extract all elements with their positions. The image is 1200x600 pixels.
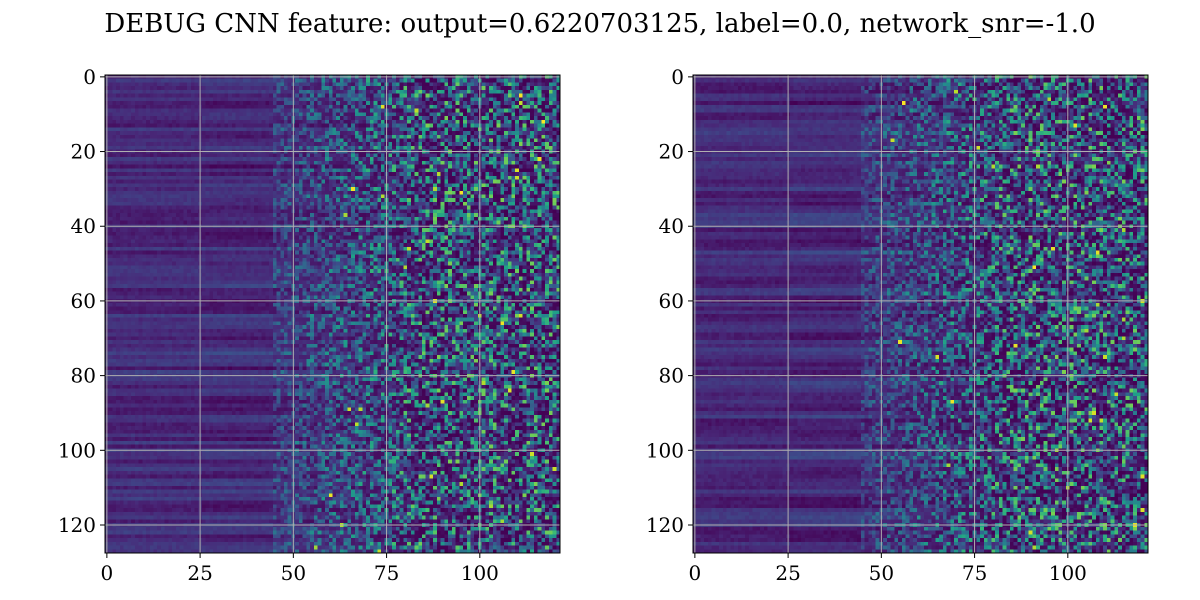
x-tick-label: 75: [962, 561, 987, 585]
y-tick-label: 120: [646, 513, 684, 537]
y-tick-label: 100: [58, 438, 96, 462]
x-tick-label: 100: [461, 561, 499, 585]
heatmap-panel-left: 0 25 50 75 100 0 20 40 60 80 100 120: [58, 65, 561, 585]
x-tick-label: 0: [100, 561, 113, 585]
y-tick-label: 80: [71, 364, 96, 388]
y-tick-label: 40: [71, 214, 96, 238]
x-tick-label: 50: [281, 561, 306, 585]
y-tick-label: 120: [58, 513, 96, 537]
y-tick-label: 60: [659, 289, 684, 313]
x-tick-label: 100: [1049, 561, 1087, 585]
x-tick-label: 50: [869, 561, 894, 585]
x-tick-label: 25: [775, 561, 800, 585]
figure-title: DEBUG CNN feature: output=0.6220703125, …: [104, 9, 1096, 39]
y-tick-label: 40: [659, 214, 684, 238]
heatmap-image: [105, 75, 560, 553]
y-tick-label: 80: [659, 364, 684, 388]
axes-frame: [104, 74, 561, 554]
heatmap-panel-right: 0 25 50 75 100 0 20 40 60 80 100 120: [646, 65, 1149, 585]
y-tick-label: 0: [83, 65, 96, 89]
x-tick-label: 0: [688, 561, 701, 585]
y-tick-label: 20: [659, 140, 684, 164]
x-tick-label: 25: [187, 561, 212, 585]
axes-frame: [692, 74, 1149, 554]
x-tick-label: 75: [374, 561, 399, 585]
y-tick-label: 100: [646, 438, 684, 462]
y-tick-label: 0: [671, 65, 684, 89]
y-tick-label: 20: [71, 140, 96, 164]
y-tick-label: 60: [71, 289, 96, 313]
heatmap-image: [693, 75, 1148, 553]
